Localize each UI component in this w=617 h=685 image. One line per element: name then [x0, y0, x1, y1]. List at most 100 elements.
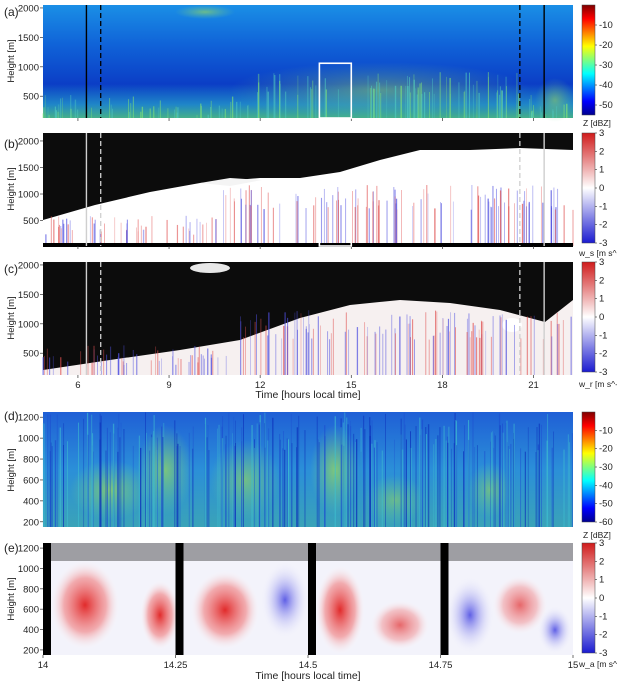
panel-b-time-markers: [85, 133, 545, 247]
panel-d-y-tick-label: 1000: [18, 434, 39, 445]
panel-e-x-tick-label: 14: [38, 660, 49, 671]
panel-d-colorbar-tick-label: -20: [599, 444, 613, 455]
panel-e-data-gaps: [43, 543, 449, 655]
panel-b-zoom-box: [318, 184, 353, 247]
panel-a-time-markers: [85, 5, 545, 119]
panel-a-y-tick-label: 1500: [18, 33, 39, 44]
panel-c-y-axis-label: Height [m]: [6, 296, 17, 339]
panel-a-y-tick-label: 500: [23, 92, 39, 103]
panel-d-y-ticks: 200 400 600 800 1000 1200: [18, 413, 43, 528]
panel-c-x-tick-label: 6: [75, 380, 80, 391]
panel-d-colorbar: -10 -20 -30 -40 -50 -60 Z [dBZ]: [581, 411, 613, 540]
panel-c-colorbar-label: w_r [m s^-1]: [578, 379, 617, 389]
panel-a-y-tick-label: 2000: [18, 3, 39, 14]
panel-e-gap-bar: [43, 543, 51, 655]
panel-c-velocity-stripes: [42, 310, 572, 375]
panel-a-y-ticks: 500 1000 1500 2000: [18, 3, 43, 103]
panel-b-y-tick-label: 500: [23, 216, 39, 227]
panel-b-colorbar-tick-label: 2: [599, 146, 604, 157]
panel-d-texture: [42, 412, 573, 527]
panel-e-updraft: [190, 570, 260, 650]
panel-b-colorbar-tick-label: -2: [599, 220, 607, 231]
panel-e-y-tick-label: 400: [23, 625, 39, 636]
panel-b-colorbar-ticks: 3 2 1 0 -1 -2 -3: [595, 128, 607, 249]
panel-e-label: (e): [4, 541, 19, 555]
panel-e-y-ticks: 200 400 600 800 1000 1200: [18, 544, 43, 656]
panel-c-y-tick-label: 1500: [18, 290, 39, 301]
panel-b-y-tick-label: 1000: [18, 190, 39, 201]
panel-e-downdraft: [537, 605, 573, 655]
panel-e-x-axis-label: Time [hours local time]: [255, 670, 360, 682]
panel-a-colorbar-tick-label: -10: [599, 20, 613, 31]
panel-e-updraft: [50, 560, 120, 650]
panel-e-colorbar-bar: [581, 542, 596, 654]
panel-e-x-ticks: 14 14.25 14.5 14.75 15: [38, 655, 578, 671]
panel-d-y-tick-label: 400: [23, 496, 39, 507]
panel-a-colorbar-tick-label: -50: [599, 100, 613, 111]
panel-b-colorbar-label: w_s [m s^-1]: [578, 248, 617, 258]
panel-d-plume: [210, 440, 280, 520]
panel-c-time-markers: [85, 262, 545, 375]
panel-e-y-tick-label: 600: [23, 605, 39, 616]
panel-c-colorbar-ticks: 3 2 1 0 -1 -2 -3: [595, 257, 607, 378]
panel-d-label: (d): [4, 409, 19, 423]
panel-e-x-tick-label: 14.75: [429, 660, 453, 671]
panel-c-colorbar-tick-label: -3: [599, 367, 607, 378]
panel-e-updraft: [315, 565, 365, 655]
panel-e-colorbar-tick-label: -1: [599, 611, 607, 622]
panel-b-label: (b): [4, 137, 19, 151]
panel-c-label: (c): [4, 262, 18, 276]
panel-c-colorbar-tick-label: 2: [599, 275, 604, 286]
panel-c-colorbar-tick-label: -1: [599, 330, 607, 341]
panel-b-y-tick-label: 2000: [18, 136, 39, 147]
panel-d-plume: [468, 462, 512, 518]
panel-c-y-tick-label: 2000: [18, 260, 39, 271]
panel-c-colorbar: 3 2 1 0 -1 -2 -3 w_r [m s^-1]: [578, 257, 617, 389]
panel-e-gap-bar: [175, 543, 184, 655]
panel-b-colorbar-tick-label: -1: [599, 201, 607, 212]
panel-b-colorbar-bar: [581, 132, 596, 244]
panel-a-echo-evening: [535, 78, 575, 122]
panel-e-y-tick-label: 200: [23, 645, 39, 656]
panel-c-y-ticks: 500 1000 1500 2000: [18, 260, 43, 360]
panel-a-colorbar-tick-label: -40: [599, 80, 613, 91]
panel-a-echo-cloud: [175, 5, 235, 19]
panel-d-colorbar-ticks: -10 -20 -30 -40 -50 -60: [595, 425, 613, 528]
panel-a-x-ticks: [77, 118, 534, 121]
panel-d-plume: [137, 425, 193, 515]
panel-c-colorbar-tick-label: -2: [599, 349, 607, 360]
panel-b-colorbar-tick-label: 3: [599, 128, 604, 139]
panel-b-ground-band: [43, 243, 573, 247]
panel-c-colorbar-tick-label: 3: [599, 257, 604, 268]
panel-a-plume-stripes: [42, 72, 568, 118]
panel-c-y-tick-label: 1000: [18, 319, 39, 330]
panel-a-y-tick-label: 1000: [18, 62, 39, 73]
panel-b-colorbar-tick-label: 0: [599, 183, 604, 194]
panel-c-x-tick-label: 9: [166, 380, 171, 391]
panel-b-velocity-stripes: [45, 185, 574, 246]
panel-a-colorbar-ticks: -10 -20 -30 -40 -50: [595, 20, 613, 111]
panel-e-updraft: [492, 575, 548, 635]
panel-a-colorbar: -10 -20 -30 -40 -50 Z [dBZ]: [581, 4, 613, 128]
panel-c-colorbar-bar: [581, 261, 596, 373]
panel-e-colorbar-tick-label: 3: [599, 538, 604, 549]
panel-d-y-axis-label: Height [m]: [6, 448, 17, 491]
panel-e-y-tick-label: 1000: [18, 564, 39, 575]
panel-e-colorbar: 3 2 1 0 -1 -2 -3 w_a [m s^-1]: [578, 538, 617, 669]
panel-e-colorbar-tick-label: -2: [599, 630, 607, 641]
panel-c-x-tick-label: 12: [255, 380, 266, 391]
panel-e-gap-bar: [308, 543, 316, 655]
panel-a-label: (a): [4, 5, 19, 19]
panel-b-colorbar: 3 2 1 0 -1 -2 -3 w_s [m s^-1]: [578, 128, 617, 258]
panel-d-colorbar-bar: [581, 411, 596, 523]
panel-e-y-axis-label: Height [m]: [6, 577, 17, 620]
panel-d-colorbar-tick-label: -50: [599, 499, 613, 510]
panel-e-colorbar-label: w_a [m s^-1]: [578, 659, 617, 669]
panel-c-cloud-patch: [190, 263, 230, 273]
panel-d-colorbar-tick-label: -40: [599, 480, 613, 491]
panel-b: (b) 500 1000 1500 2000 3 2 1 0 -1 -2 -3 w_s [m s^…: [4, 128, 617, 258]
panel-d-y-tick-label: 800: [23, 455, 39, 466]
panel-e-x-tick-label: 14.5: [299, 660, 318, 671]
panel-c-x-axis-label: Time [hours local time]: [255, 389, 360, 401]
